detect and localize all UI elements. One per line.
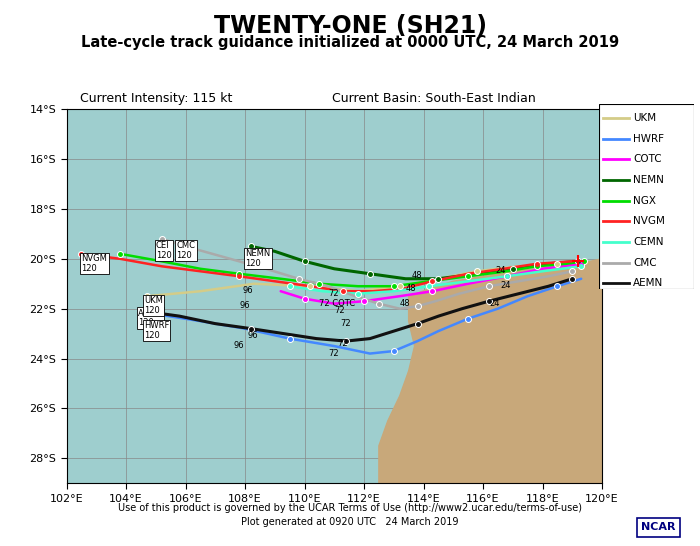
Text: AEMN
120: AEMN 120 <box>138 308 162 328</box>
Text: CEMN: CEMN <box>634 237 664 247</box>
Text: 96: 96 <box>242 286 253 295</box>
Text: 48: 48 <box>406 284 416 293</box>
Text: NGX: NGX <box>634 195 656 206</box>
Text: 24: 24 <box>495 266 505 275</box>
Text: 72 COTC: 72 COTC <box>319 299 356 308</box>
Text: 72: 72 <box>328 348 339 358</box>
Text: 24: 24 <box>501 281 512 290</box>
Text: 72: 72 <box>335 306 345 315</box>
Text: CMC
120: CMC 120 <box>176 241 195 260</box>
Text: 72: 72 <box>328 289 339 298</box>
Text: UKM: UKM <box>634 113 657 123</box>
Text: COTC: COTC <box>634 155 662 164</box>
Text: 96: 96 <box>233 341 244 350</box>
Text: TWENTY-ONE (SH21): TWENTY-ONE (SH21) <box>214 14 486 38</box>
Text: 96: 96 <box>239 301 250 310</box>
Text: NCAR: NCAR <box>641 523 676 532</box>
Text: AEMN: AEMN <box>634 278 664 288</box>
Text: NVGM: NVGM <box>634 216 665 226</box>
Text: NEMN
120: NEMN 120 <box>245 249 270 268</box>
Text: 96: 96 <box>248 331 258 340</box>
Text: Current Basin: South-East Indian: Current Basin: South-East Indian <box>332 92 536 105</box>
Text: Late-cycle track guidance initialized at 0000 UTC, 24 March 2019: Late-cycle track guidance initialized at… <box>81 35 619 50</box>
Text: UKM
120: UKM 120 <box>144 296 162 315</box>
Polygon shape <box>379 259 602 483</box>
Text: CMC: CMC <box>634 258 657 268</box>
Text: Plot generated at 0920 UTC   24 March 2019: Plot generated at 0920 UTC 24 March 2019 <box>241 517 458 527</box>
Text: NEMN: NEMN <box>634 175 664 185</box>
Text: 48: 48 <box>400 299 410 308</box>
Text: 48: 48 <box>412 271 422 280</box>
Text: HWRF
120: HWRF 120 <box>144 321 169 340</box>
Text: Use of this product is governed by the UCAR Terms of Use (http://www2.ucar.edu/t: Use of this product is governed by the U… <box>118 502 582 513</box>
Text: HWRF: HWRF <box>634 134 664 144</box>
Text: CEI
120: CEI 120 <box>156 241 172 260</box>
Text: 72: 72 <box>340 319 351 328</box>
Text: 72: 72 <box>337 339 348 348</box>
Text: NVGM
120: NVGM 120 <box>81 254 107 272</box>
Text: Current Intensity: 115 kt: Current Intensity: 115 kt <box>80 92 233 105</box>
Text: 24: 24 <box>489 299 500 308</box>
